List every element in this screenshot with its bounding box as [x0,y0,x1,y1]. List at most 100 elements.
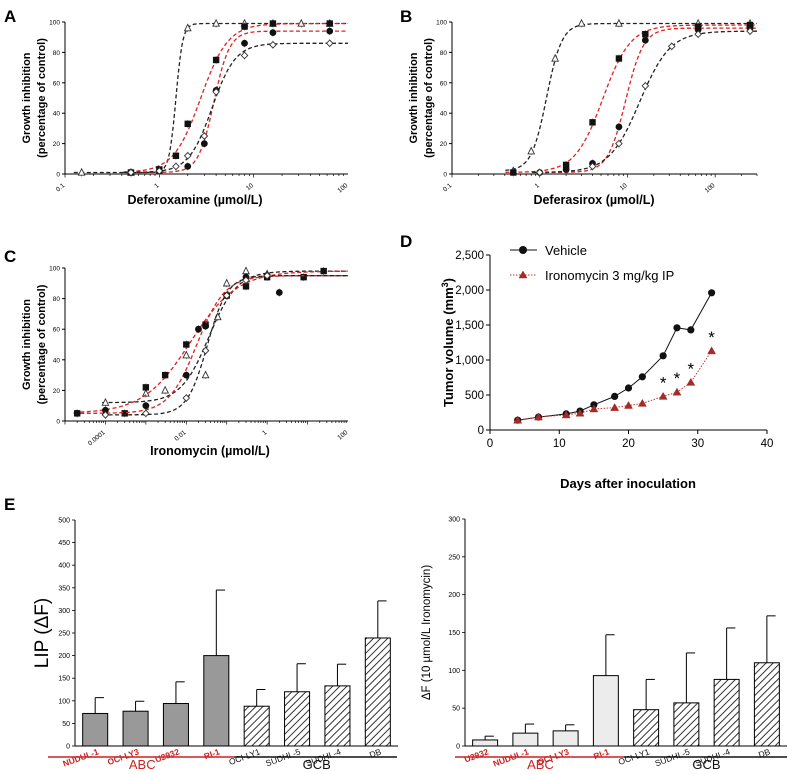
data-point [551,53,560,62]
y-axis-label-line1: Growth inhibition [408,52,420,143]
bar [633,709,660,747]
data-point [161,385,170,394]
category-label: U2932 [463,746,490,764]
y-tick-label: 100 [58,698,70,705]
fit-curve [73,22,348,174]
data-point [615,139,623,148]
data-point-vehicle [638,373,646,381]
y-axis-label: LIP (ΔF) [32,598,53,668]
x-tick-label: 1 [534,182,542,190]
data-point [212,18,221,27]
legend-label-ironomycin: Ironomycin 3 mg/kg IP [545,268,674,283]
y-tick-label: 500 [58,518,70,525]
bar [324,685,351,747]
y-tick-label: 450 [58,540,70,547]
x-tick-label: 40 [761,438,774,450]
panel-label-a: A [4,7,16,26]
panel-label-e: E [4,495,15,514]
y-tick-label: 100 [49,20,60,27]
category-label: RI-1 [592,746,611,761]
y-tick-label: 100 [448,668,460,675]
data-point [615,18,623,27]
legend-marker-ironomycin [518,270,528,279]
data-point [326,20,333,27]
fit-curve [102,270,348,404]
data-point-vehicle [673,324,681,332]
data-point [200,132,209,140]
y-axis-label-line2: (percentage of control) [36,284,48,404]
y-tick-label: 200 [448,592,460,599]
data-point [183,341,190,348]
data-point [222,278,231,287]
data-point [641,36,649,44]
y-tick-label: 20 [440,141,448,148]
y-tick-label: 350 [58,585,70,592]
data-point [142,409,150,418]
data-point [269,29,277,37]
data-point-ironomycin [707,346,717,355]
data-point [240,51,249,60]
data-point [172,152,180,159]
fit-curve [532,27,757,174]
data-point [241,23,248,30]
y-axis-label-line2: (percentage of control) [423,38,435,158]
data-point [300,273,307,281]
x-tick-label: 1 [153,182,161,190]
x-tick-label: 0.0001 [87,429,107,447]
series-line-ironomycin [517,350,713,421]
category-label: DB [368,746,383,760]
x-tick-label: 10 [245,182,255,192]
panel-label-c: C [4,247,16,266]
data-point [615,55,623,62]
data-point [183,23,192,32]
data-point-vehicle [687,326,695,334]
y-tick-label: 500 [465,390,484,402]
data-point-ironomycin [575,408,585,417]
data-point [222,291,231,300]
data-point-ironomycin [589,404,599,413]
x-tick-label: 0.1 [55,182,67,193]
data-point-ironomycin [624,400,633,409]
data-point [182,394,191,402]
data-point-vehicle [624,384,633,392]
data-point [269,20,277,27]
data-point-ironomycin [610,403,620,411]
x-tick-label: 0.01 [173,429,187,443]
bar [673,702,700,747]
data-point [694,30,702,38]
data-point [527,146,536,155]
data-point [172,162,180,171]
bar [552,730,579,747]
bar [162,703,189,747]
legend-label-vehicle: Vehicle [545,243,587,258]
y-tick-label: 100 [436,20,447,27]
data-point [615,123,623,131]
data-point [326,27,334,35]
data-point [275,289,283,296]
fit-curve [123,42,348,174]
bar [753,662,780,747]
y-tick-label: 2,500 [455,250,484,262]
bar [472,739,499,747]
fit-curve [123,22,348,173]
data-point [182,371,190,379]
x-axis-label: Ironomycin (µmol/L) [150,444,270,458]
data-point [212,88,220,96]
x-tick-label: 10 [619,182,629,192]
panel-label-b: B [400,7,412,26]
data-point [161,371,169,379]
x-tick-label: 30 [691,438,704,450]
y-axis-label-main: Tumor volume (mm [441,287,456,407]
significance-asterisk: * [674,369,681,388]
x-tick-label: 100 [704,182,717,195]
data-point [142,402,150,410]
y-axis-label-line1: Growth inhibition [21,52,33,143]
data-point-vehicle [659,352,667,360]
data-point [77,167,86,176]
y-tick-label: 100 [49,266,60,273]
fit-curve [532,30,757,174]
bar [592,675,619,747]
data-point-vehicle [708,289,716,297]
data-point [184,162,192,170]
bar [713,678,740,747]
